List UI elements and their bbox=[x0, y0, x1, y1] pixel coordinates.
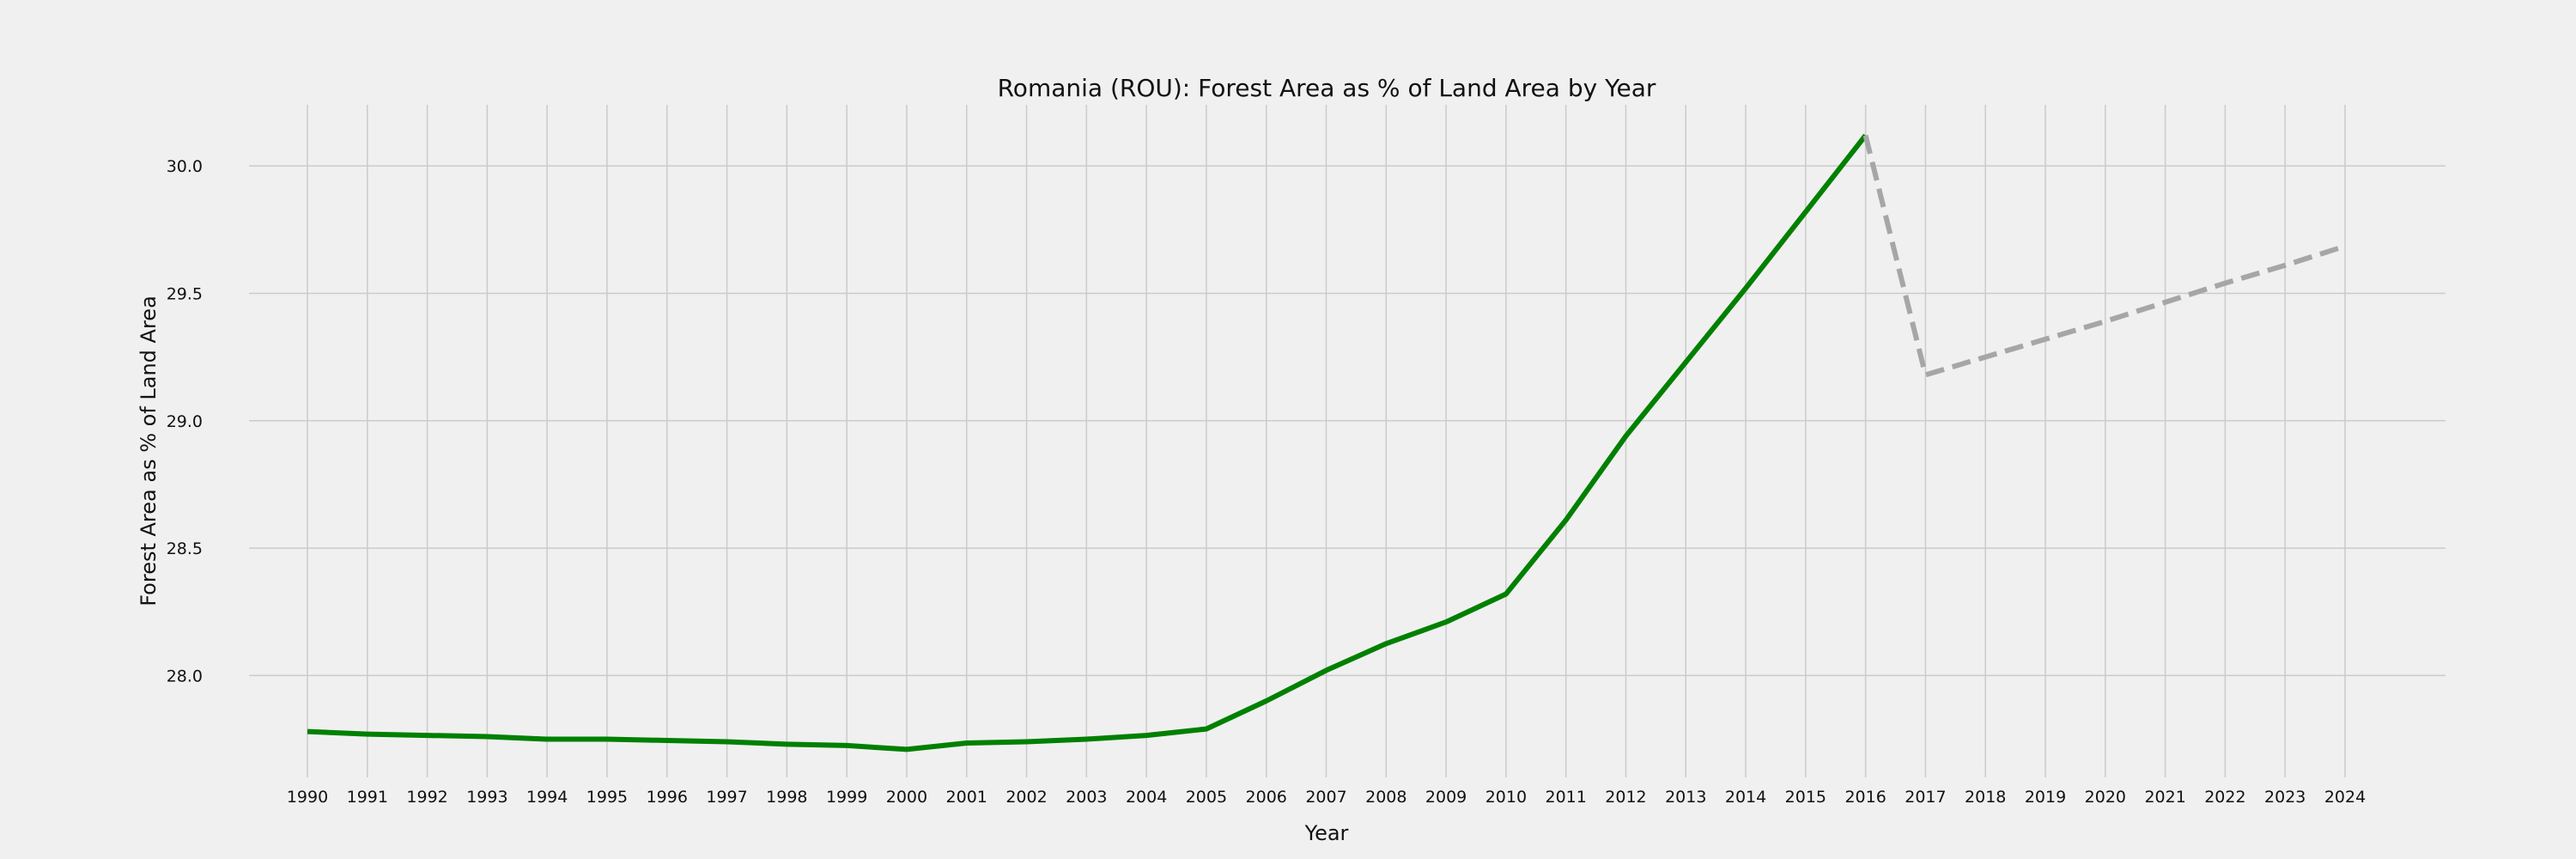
y-tick-label: 29.0 bbox=[167, 412, 203, 431]
x-tick-label: 1996 bbox=[647, 788, 688, 807]
x-tick-label: 1999 bbox=[826, 788, 867, 807]
x-tick-label: 2020 bbox=[2085, 788, 2126, 807]
x-tick-label: 2018 bbox=[1965, 788, 2006, 807]
y-tick-label: 28.0 bbox=[167, 667, 203, 685]
x-tick-label: 2006 bbox=[1246, 788, 1287, 807]
x-tick-label: 2016 bbox=[1844, 788, 1886, 807]
x-tick-label: 1993 bbox=[466, 788, 507, 807]
x-tick-label: 2009 bbox=[1425, 788, 1467, 807]
x-tick-label: 2005 bbox=[1186, 788, 1227, 807]
chart-title: Romania (ROU): Forest Area as % of Land … bbox=[998, 74, 1656, 102]
x-tick-label: 2002 bbox=[1005, 788, 1047, 807]
x-tick-label: 2019 bbox=[2025, 788, 2066, 807]
x-tick-label: 1990 bbox=[287, 788, 328, 807]
y-tick-label: 28.5 bbox=[167, 539, 203, 558]
x-axis-label: Year bbox=[1304, 821, 1349, 845]
x-tick-label: 2010 bbox=[1485, 788, 1527, 807]
x-tick-label: 2000 bbox=[886, 788, 927, 807]
x-tick-label: 1997 bbox=[706, 788, 747, 807]
x-tick-label: 2011 bbox=[1545, 788, 1586, 807]
x-tick-label: 2014 bbox=[1725, 788, 1766, 807]
x-tick-label: 2003 bbox=[1066, 788, 1107, 807]
y-axis-label: Forest Area as % of Land Area bbox=[137, 295, 161, 606]
x-tick-label: 1992 bbox=[406, 788, 447, 807]
x-tick-label: 1995 bbox=[586, 788, 628, 807]
y-tick-labels: 28.0 28.5 29.0 29.5 30.0 bbox=[167, 157, 203, 685]
x-tick-label: 2004 bbox=[1126, 788, 1167, 807]
x-tick-label: 2021 bbox=[2144, 788, 2185, 807]
y-tick-label: 30.0 bbox=[167, 157, 203, 176]
x-tick-label: 2023 bbox=[2264, 788, 2306, 807]
x-tick-label: 2024 bbox=[2324, 788, 2366, 807]
x-tick-label: 2012 bbox=[1605, 788, 1646, 807]
y-tick-label: 29.5 bbox=[167, 284, 203, 303]
x-tick-label: 2007 bbox=[1305, 788, 1346, 807]
x-tick-label: 2022 bbox=[2204, 788, 2245, 807]
x-tick-label: 2015 bbox=[1785, 788, 1826, 807]
x-tick-label: 2001 bbox=[946, 788, 987, 807]
x-tick-label: 2008 bbox=[1365, 788, 1406, 807]
x-tick-label: 1998 bbox=[766, 788, 807, 807]
actual-series-line bbox=[307, 133, 1868, 752]
series-lines bbox=[307, 133, 2346, 752]
x-tick-label: 2013 bbox=[1665, 788, 1706, 807]
x-tick-label: 1994 bbox=[526, 788, 568, 807]
x-tick-label: 1991 bbox=[347, 788, 388, 807]
grid-lines bbox=[249, 105, 2445, 777]
x-tick-label: 2017 bbox=[1905, 788, 1946, 807]
x-tick-labels: 1990 1991 1992 1993 1994 1995 1996 1997 1998 1999… bbox=[287, 788, 2366, 807]
